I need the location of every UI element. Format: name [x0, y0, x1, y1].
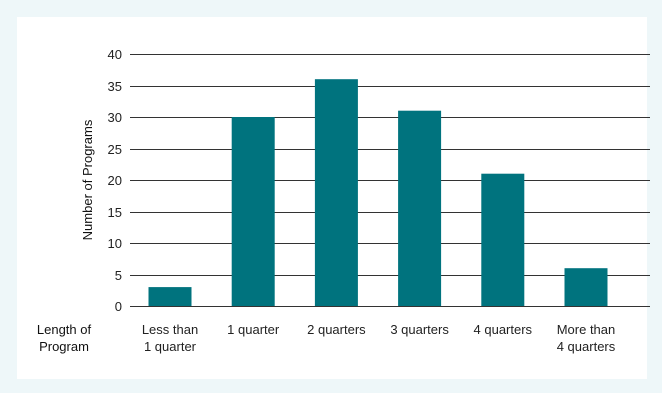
bars: [148, 79, 608, 306]
x-axis-title-line: Program: [39, 339, 89, 354]
bar: [148, 287, 192, 306]
x-tick-label-line: More than: [557, 322, 616, 337]
x-tick-label-line: 3 quarters: [390, 322, 449, 337]
y-tick-label: 40: [108, 47, 122, 62]
x-axis-title-line: Length of: [37, 322, 92, 337]
x-tick-label: More than 4 quarters: [557, 322, 616, 354]
bar: [564, 268, 608, 306]
x-axis-title: Length of Program: [37, 322, 92, 354]
gridlines: [130, 54, 650, 307]
y-tick-label: 25: [108, 142, 122, 157]
x-tick-label-line: Less than: [142, 322, 198, 337]
y-tick-label: 20: [108, 173, 122, 188]
x-tick-label-line: 1 quarter: [144, 339, 197, 354]
x-tick-label: 4 quarters: [474, 322, 533, 337]
y-tick-label: 0: [115, 299, 122, 314]
bar: [398, 110, 442, 306]
y-tick-label: 35: [108, 79, 122, 94]
y-tick-labels: 0 5 10 15 20 25 30 35 40: [108, 47, 122, 314]
x-tick-label-line: 4 quarters: [557, 339, 616, 354]
x-tick-label: Less than 1 quarter: [142, 322, 198, 354]
x-tick-label-line: 1 quarter: [227, 322, 280, 337]
y-tick-label: 10: [108, 236, 122, 251]
y-axis-title: Number of Programs: [80, 119, 95, 240]
x-tick-labels: Less than 1 quarter 1 quarter 2 quarters 3 q…: [142, 322, 616, 354]
bar: [481, 173, 525, 306]
x-tick-label: 1 quarter: [227, 322, 280, 337]
y-tick-label: 5: [115, 268, 122, 283]
x-tick-label-line: 4 quarters: [474, 322, 533, 337]
bar: [314, 79, 358, 306]
x-tick-label-line: 2 quarters: [307, 322, 366, 337]
bar: [231, 117, 275, 306]
y-tick-label: 30: [108, 110, 122, 125]
y-tick-label: 15: [108, 205, 122, 220]
x-tick-label: 3 quarters: [390, 322, 449, 337]
x-tick-label: 2 quarters: [307, 322, 366, 337]
